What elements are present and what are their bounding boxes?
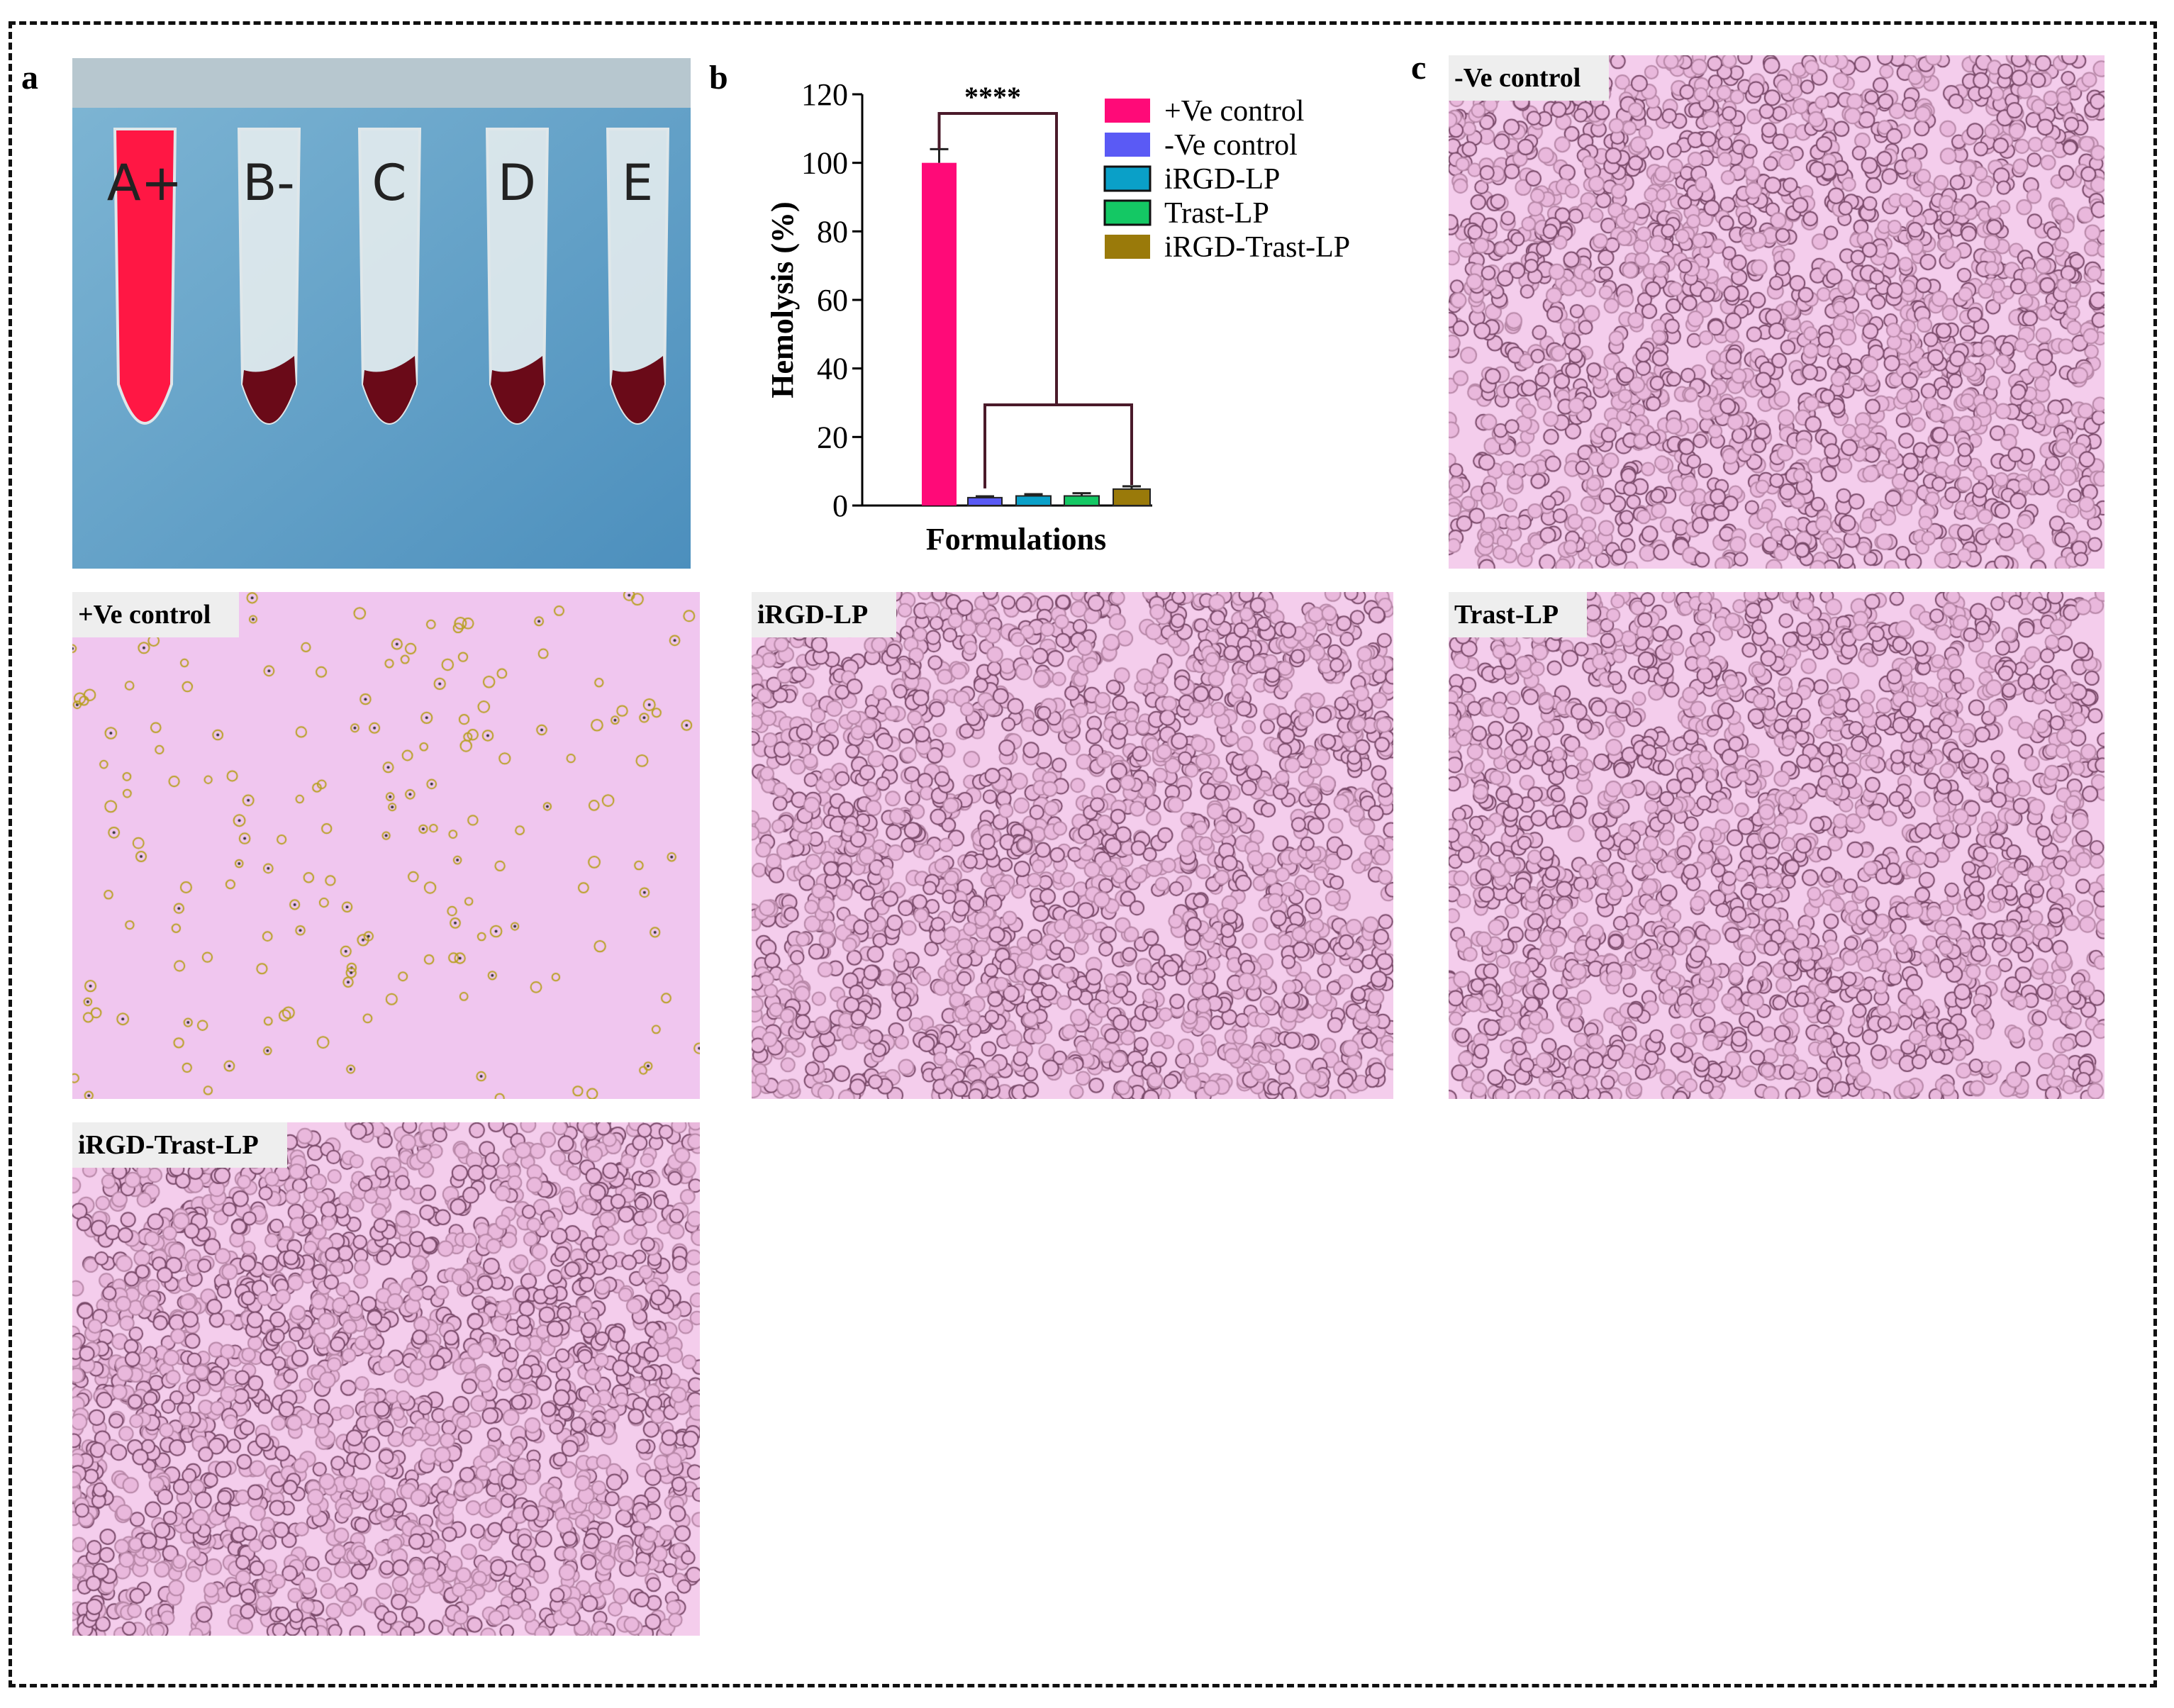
micrograph-irgd-trast-lp: iRGD-Trast-LP: [72, 1122, 700, 1636]
tube-label: B-: [243, 154, 294, 212]
micrograph-trast-lp: Trast-LP: [1449, 592, 2105, 1099]
rbc-pellet: [243, 356, 296, 423]
legend-swatch: [1105, 99, 1150, 123]
y-tick-label: 120: [801, 77, 848, 112]
tube-photo: A+ B- C D E: [72, 58, 691, 569]
micrograph-label: iRGD-LP: [752, 592, 897, 637]
x-axis-label: Formulations: [926, 522, 1106, 557]
y-tick-label: 80: [817, 214, 848, 249]
legend-swatch: [1105, 133, 1150, 157]
bar: [967, 496, 1003, 507]
legend-label: +Ve control: [1164, 95, 1304, 128]
legend-label: Trast-LP: [1164, 197, 1269, 230]
y-tick-label: 20: [817, 420, 848, 454]
tube-label: E: [622, 154, 653, 212]
legend-label: iRGD-LP: [1164, 163, 1280, 196]
y-tick-label: 60: [817, 283, 848, 318]
micrograph-irgd-lp: iRGD-LP: [752, 592, 1393, 1099]
micrograph-ve-positive: +Ve control: [72, 592, 700, 1099]
legend-swatch: [1103, 165, 1152, 192]
significance-bracket: [937, 112, 1058, 405]
micrograph-label: Trast-LP: [1449, 592, 1588, 637]
legend-swatch: [1105, 235, 1150, 259]
figure-border: [9, 21, 2157, 1687]
rbc-pellet: [491, 356, 544, 423]
panel-label-b: b: [709, 59, 728, 96]
significance-label: ****: [964, 81, 1021, 113]
y-tick-label: 40: [817, 352, 848, 386]
micrograph-label: +Ve control: [72, 592, 240, 637]
bar: [1113, 488, 1151, 506]
panel-label-c: c: [1411, 49, 1427, 86]
micrograph-label: -Ve control: [1449, 55, 1610, 101]
y-tick-label: 100: [801, 146, 848, 181]
bar: [1015, 495, 1052, 507]
legend-swatch: [1103, 199, 1152, 226]
y-tick-label: 0: [832, 489, 848, 523]
legend-label: -Ve control: [1164, 129, 1298, 162]
tube-label: C: [372, 154, 407, 212]
panel-label-a: a: [21, 59, 38, 96]
micrograph-label: iRGD-Trast-LP: [72, 1122, 287, 1168]
bar: [1064, 495, 1100, 507]
legend-label: iRGD-Trast-LP: [1164, 231, 1350, 264]
tube: [113, 128, 177, 425]
hemolysis-bar-chart: 0 20 40 60 80 100 120 Hemolysis (%) Formulations…: [765, 77, 1350, 557]
tube-label: A+: [107, 154, 183, 212]
rbc-pellet: [363, 356, 416, 423]
group-bracket: [983, 403, 1133, 489]
tube-label: D: [498, 154, 536, 212]
micrograph-ve-negative: -Ve control: [1449, 55, 2105, 569]
rbc-pellet: [611, 356, 664, 423]
y-axis-label: Hemolysis (%): [765, 201, 800, 398]
bar: [922, 162, 957, 506]
